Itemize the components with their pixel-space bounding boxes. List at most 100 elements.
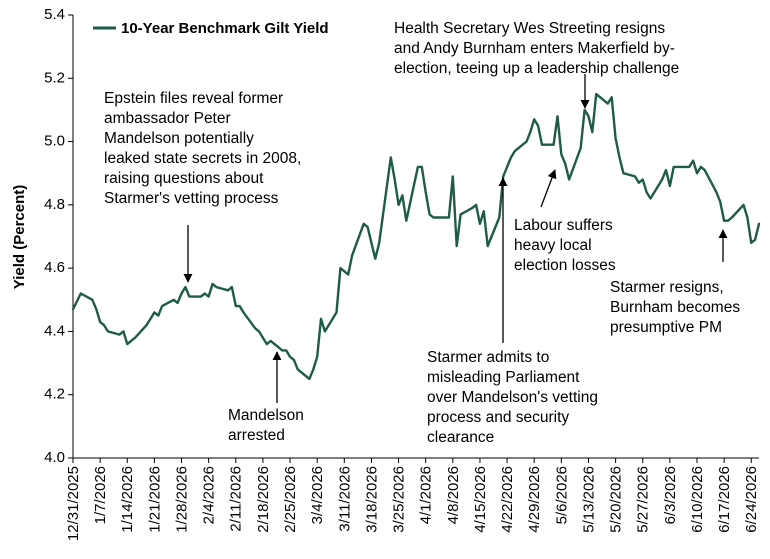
data-point: [677, 166, 679, 168]
data-point: [72, 308, 74, 310]
data-point: [227, 289, 229, 291]
data-point: [118, 334, 121, 336]
data-point: [692, 160, 694, 162]
annotation-line: election losses: [514, 257, 616, 274]
y-tick-label: 5.2: [44, 69, 65, 86]
annotation-text: Starmer admits to misleading Parliament ov…: [427, 349, 598, 446]
x-tick-label: 4/22/2026: [499, 466, 516, 533]
data-point: [553, 144, 555, 146]
data-point: [704, 169, 706, 171]
data-point: [347, 273, 349, 276]
annotation-text: Mandelson arrested: [228, 407, 304, 444]
data-point: [719, 201, 721, 203]
annotation-text: Health Secretary Wes Streeting resigns an…: [394, 20, 679, 77]
data-point: [262, 337, 264, 339]
x-tick-label: 1/28/2026: [173, 466, 190, 533]
annotation-line: clearance: [427, 429, 494, 446]
data-point: [634, 175, 636, 177]
data-point: [161, 305, 163, 307]
annotation-line: Starmer's vetting process: [104, 190, 279, 207]
annotation-line: Mandelson: [228, 407, 304, 424]
data-point: [514, 150, 516, 152]
annotation-line: election, teeing up a leadership challen…: [394, 60, 679, 77]
data-point: [649, 197, 652, 200]
data-point: [289, 356, 291, 358]
data-point: [498, 216, 500, 219]
data-point: [533, 118, 535, 120]
x-tick-label: 6/3/2026: [662, 466, 679, 524]
y-axis-title: Yield (Percent): [11, 185, 28, 289]
data-point: [700, 166, 702, 168]
data-point: [688, 166, 690, 168]
data-point: [130, 340, 132, 342]
x-tick-label: 4/15/2026: [472, 466, 489, 533]
data-point: [103, 324, 105, 326]
y-tick-label: 5.4: [44, 6, 65, 23]
data-point: [483, 210, 485, 212]
annotation-line: Epstein files reveal former: [104, 90, 283, 107]
data-point: [285, 349, 287, 351]
data-point: [266, 343, 268, 345]
data-point: [339, 267, 341, 269]
data-point: [374, 258, 376, 260]
data-point: [149, 318, 152, 320]
annotation-line: Labour suffers: [514, 217, 613, 234]
data-point: [134, 337, 136, 339]
annotation: Epstein files reveal former ambassador Pe…: [104, 90, 301, 283]
annotation: Mandelson arrested: [228, 351, 304, 444]
data-point: [204, 292, 206, 295]
data-point: [173, 299, 175, 301]
annotation: Starmer resigns, Burnham becomes presumpti…: [610, 229, 740, 336]
data-point: [235, 305, 237, 307]
x-tick-label: 3/4/2026: [309, 466, 326, 524]
data-point: [456, 245, 458, 247]
data-point: [529, 131, 531, 133]
data-point: [568, 178, 570, 181]
data-point: [335, 311, 338, 313]
data-point: [452, 175, 454, 177]
data-point: [646, 191, 648, 193]
data-point: [537, 125, 539, 127]
data-point: [91, 299, 93, 301]
annotation-line: misleading Parliament: [427, 369, 580, 386]
data-point: [188, 296, 190, 298]
data-point: [405, 220, 407, 222]
data-point: [444, 216, 446, 219]
data-point: [122, 330, 124, 332]
data-point: [584, 109, 586, 111]
x-tick-label: 2/11/2026: [228, 466, 245, 532]
data-point: [510, 156, 512, 158]
data-point: [665, 169, 667, 171]
data-point: [417, 166, 419, 168]
x-tick-label: 6/24/2026: [743, 466, 760, 533]
data-point: [564, 163, 566, 165]
data-point: [580, 147, 582, 149]
data-point: [157, 315, 159, 317]
annotation-line: Starmer resigns,: [610, 279, 724, 296]
data-point: [297, 368, 299, 370]
x-tick-label: 2/18/2026: [255, 466, 272, 533]
data-point: [378, 242, 380, 244]
y-tick-label: 5.0: [44, 133, 65, 150]
data-point: [541, 144, 543, 146]
data-point: [715, 191, 718, 193]
data-point: [742, 204, 745, 206]
data-point: [320, 318, 322, 320]
data-point: [211, 283, 214, 285]
data-point: [215, 286, 217, 288]
x-tick-label: 5/20/2026: [608, 466, 625, 533]
annotation-text: Epstein files reveal former ambassador Pe…: [104, 90, 301, 207]
data-point: [367, 226, 369, 228]
data-point: [642, 178, 644, 181]
data-point: [177, 302, 179, 304]
axes: 4.0 4.2 4.4 4.6 4.8 5.0 5.2 5.4 12/31/2025 1/7/2…: [44, 6, 760, 541]
data-point: [556, 115, 559, 117]
data-point: [370, 242, 372, 244]
data-point: [99, 321, 101, 323]
y-tick-label: 4.8: [44, 196, 65, 213]
x-tick-label: 3/11/2026: [336, 466, 353, 532]
annotation-arrow: [540, 169, 557, 208]
data-point: [126, 343, 128, 345]
data-point: [506, 166, 508, 168]
data-point: [281, 349, 283, 351]
